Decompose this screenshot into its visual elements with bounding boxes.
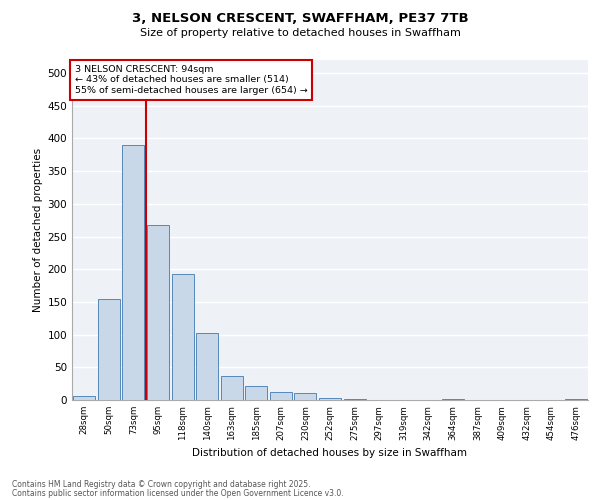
Bar xyxy=(245,386,268,400)
Bar xyxy=(319,398,341,400)
Text: 3, NELSON CRESCENT, SWAFFHAM, PE37 7TB: 3, NELSON CRESCENT, SWAFFHAM, PE37 7TB xyxy=(131,12,469,26)
Bar xyxy=(442,398,464,400)
Bar xyxy=(270,392,292,400)
Bar xyxy=(221,376,243,400)
Text: Contains HM Land Registry data © Crown copyright and database right 2025.: Contains HM Land Registry data © Crown c… xyxy=(12,480,311,489)
Bar xyxy=(98,298,120,400)
Y-axis label: Number of detached properties: Number of detached properties xyxy=(33,148,43,312)
Bar xyxy=(147,226,169,400)
Bar xyxy=(172,274,194,400)
Bar xyxy=(73,396,95,400)
Bar xyxy=(122,145,145,400)
Text: 3 NELSON CRESCENT: 94sqm
← 43% of detached houses are smaller (514)
55% of semi-: 3 NELSON CRESCENT: 94sqm ← 43% of detach… xyxy=(74,65,307,95)
Bar xyxy=(295,394,316,400)
X-axis label: Distribution of detached houses by size in Swaffham: Distribution of detached houses by size … xyxy=(193,448,467,458)
Bar xyxy=(565,398,587,400)
Bar xyxy=(196,334,218,400)
Text: Contains public sector information licensed under the Open Government Licence v3: Contains public sector information licen… xyxy=(12,488,344,498)
Text: Size of property relative to detached houses in Swaffham: Size of property relative to detached ho… xyxy=(140,28,460,38)
